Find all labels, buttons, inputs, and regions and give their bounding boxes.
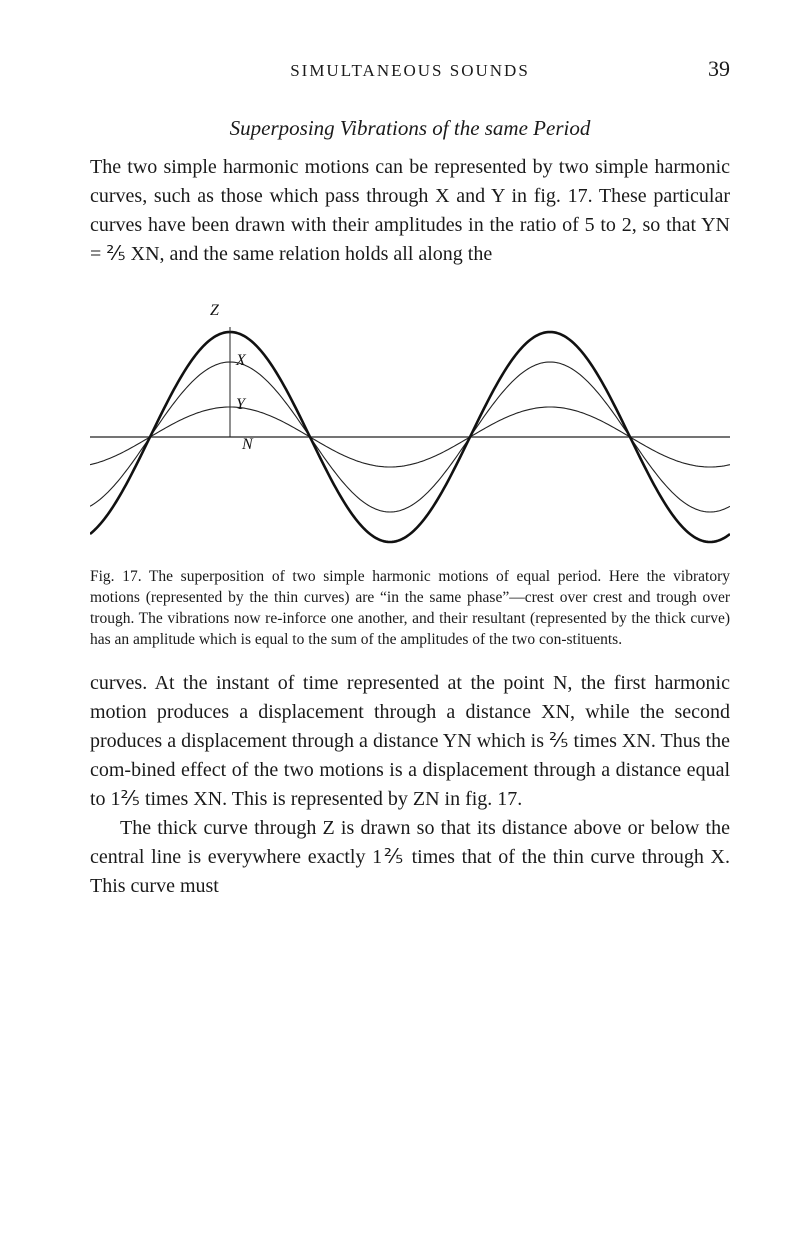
page-number: 39: [690, 56, 730, 82]
subtitle: Superposing Vibrations of the same Perio…: [90, 116, 730, 141]
paragraph-3: The thick curve through Z is drawn so th…: [90, 814, 730, 901]
book-page: SIMULTANEOUS SOUNDS 39 Superposing Vibra…: [0, 0, 800, 1233]
running-head: SIMULTANEOUS SOUNDS 39: [90, 56, 730, 82]
figure-17-caption: Fig. 17. The superposition of two simple…: [90, 567, 730, 651]
paragraph-1: The two simple harmonic motions can be r…: [90, 153, 730, 269]
figure-17-svg: ZXYN: [90, 287, 730, 557]
section-title: SIMULTANEOUS SOUNDS: [130, 61, 690, 81]
label-x: X: [235, 352, 247, 369]
figure-17: ZXYN: [90, 287, 730, 557]
paragraph-2: curves. At the instant of time represent…: [90, 669, 730, 814]
label-n: N: [241, 436, 254, 453]
label-z: Z: [210, 302, 220, 319]
